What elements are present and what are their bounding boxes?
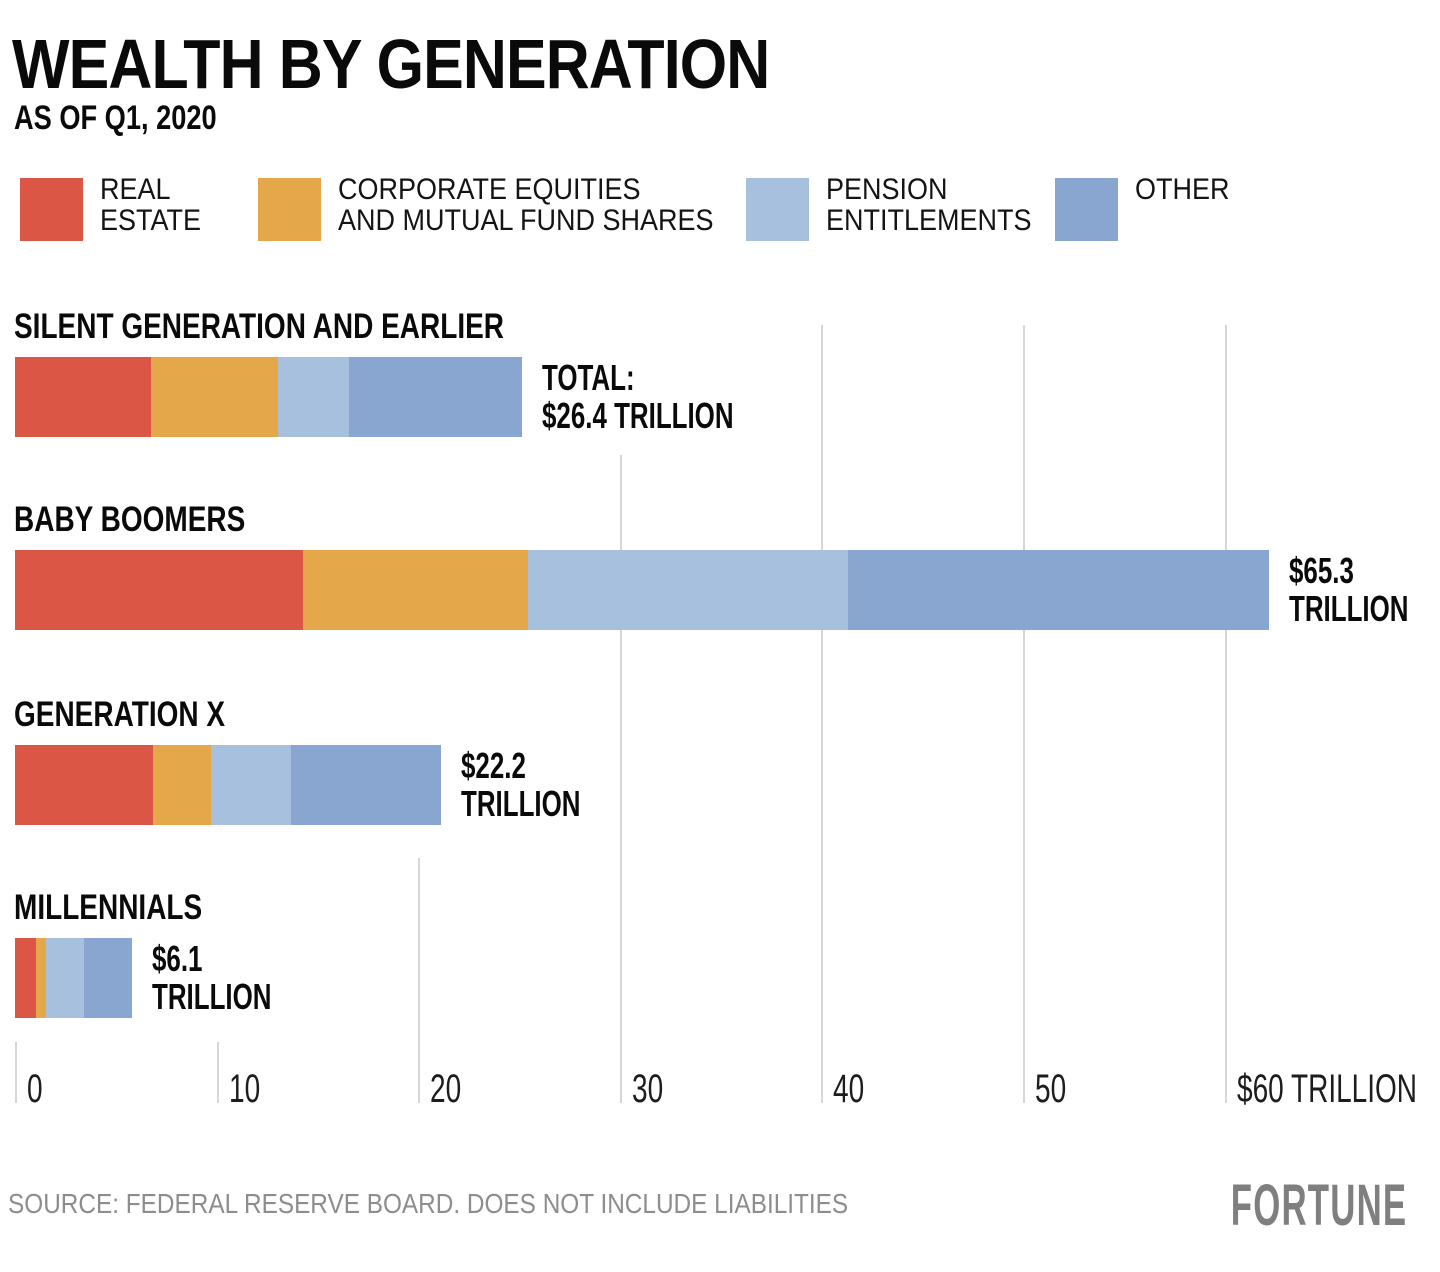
bar (15, 550, 1269, 630)
bar-total-label-line: TOTAL: (541, 357, 635, 398)
bar-total-label-line: $6.1 (152, 938, 203, 979)
legend-label: CORPORATE EQUITIES AND MUTUAL FUND SHARES (338, 174, 714, 236)
gridline-10 (216, 1042, 219, 1103)
gridline-50 (1023, 325, 1025, 1103)
axis-tick-label: 10 (228, 1067, 260, 1111)
bar-total-label-line: TRILLION (152, 976, 272, 1017)
legend-swatch-other (1055, 178, 1118, 241)
legend-label: OTHER (1135, 174, 1230, 205)
fortune-logo: FORTUNE (1230, 1173, 1407, 1238)
bar-total-label-line: $26.4 TRILLION (541, 395, 734, 436)
bar-segment-real-estate (15, 550, 303, 630)
axis-tick-label: 50 (1035, 1067, 1067, 1111)
bar-segment-corporate-equities-and-mutual-fund-shares (153, 745, 211, 825)
bar (15, 357, 522, 437)
bar-segment-corporate-equities-and-mutual-fund-shares (151, 357, 279, 437)
legend-label-line: AND MUTUAL FUND SHARES (338, 204, 714, 237)
row-heading: MILLENNIALS (14, 888, 203, 927)
bar-total-label-line: TRILLION (461, 783, 581, 824)
page-subtitle: AS OF Q1, 2020 (14, 99, 217, 137)
gridline-30 (619, 455, 622, 1103)
bar-total-label: TOTAL: $26.4 TRILLION (542, 359, 734, 435)
bar-segment-pension-entitlements (210, 745, 292, 825)
legend-label-line: ESTATE (100, 204, 202, 237)
legend-label-line: CORPORATE EQUITIES (338, 173, 641, 206)
source-note: SOURCE: FEDERAL RESERVE BOARD. DOES NOT … (8, 1188, 849, 1219)
axis-tick-label: 40 (833, 1067, 865, 1111)
axis-tick-label: $60 TRILLION (1236, 1067, 1417, 1111)
axis-tick-label: 0 (27, 1067, 43, 1111)
gridline-40 (821, 325, 824, 1103)
bar-segment-real-estate (15, 938, 37, 1018)
bar-total-label: $22.2 TRILLION (461, 747, 581, 823)
legend-label-line: PENSION (826, 173, 948, 206)
axis-tick-label: 30 (631, 1067, 663, 1111)
page-title: WEALTH BY GENERATION (12, 25, 770, 103)
legend-label: REAL ESTATE (100, 174, 201, 236)
bar-segment-corporate-equities-and-mutual-fund-shares (303, 550, 528, 630)
legend-swatch-pension-entitlements (746, 178, 809, 241)
bar-total-label-line: $65.3 (1288, 550, 1354, 591)
bar-segment-pension-entitlements (45, 938, 85, 1018)
legend-label-line: REAL (100, 173, 171, 206)
row-heading: BABY BOOMERS (14, 500, 246, 539)
row-heading: GENERATION X (14, 695, 226, 734)
row-heading: SILENT GENERATION AND EARLIER (14, 307, 505, 346)
gridline-20 (418, 858, 421, 1103)
bar-segment-other (291, 745, 442, 825)
bar-segment-real-estate (15, 745, 154, 825)
legend-label: PENSION ENTITLEMENTS (826, 174, 1032, 236)
legend-label-line: ENTITLEMENTS (826, 204, 1032, 237)
bar (15, 745, 442, 825)
bar-segment-corporate-equities-and-mutual-fund-shares (36, 938, 46, 1018)
bar-total-label: $6.1 TRILLION (152, 940, 272, 1016)
bar-segment-other (349, 357, 522, 437)
legend-swatch-corporate-equities (258, 178, 321, 241)
bar (15, 938, 133, 1018)
gridline-60 (1224, 325, 1227, 1103)
legend-swatch-real-estate (20, 178, 83, 241)
bar-segment-other (84, 938, 133, 1018)
bar-total-label-line: $22.2 (461, 745, 527, 786)
bar-segment-other (848, 550, 1269, 630)
legend-label-line: OTHER (1135, 173, 1230, 206)
bar-segment-real-estate (15, 357, 152, 437)
bar-total-label: $65.3 TRILLION (1289, 552, 1409, 628)
gridline-0 (15, 1042, 17, 1103)
bar-total-label-line: TRILLION (1288, 588, 1409, 629)
bar-segment-pension-entitlements (527, 550, 849, 630)
bar-segment-pension-entitlements (278, 357, 350, 437)
axis-tick-label: 20 (430, 1067, 462, 1111)
